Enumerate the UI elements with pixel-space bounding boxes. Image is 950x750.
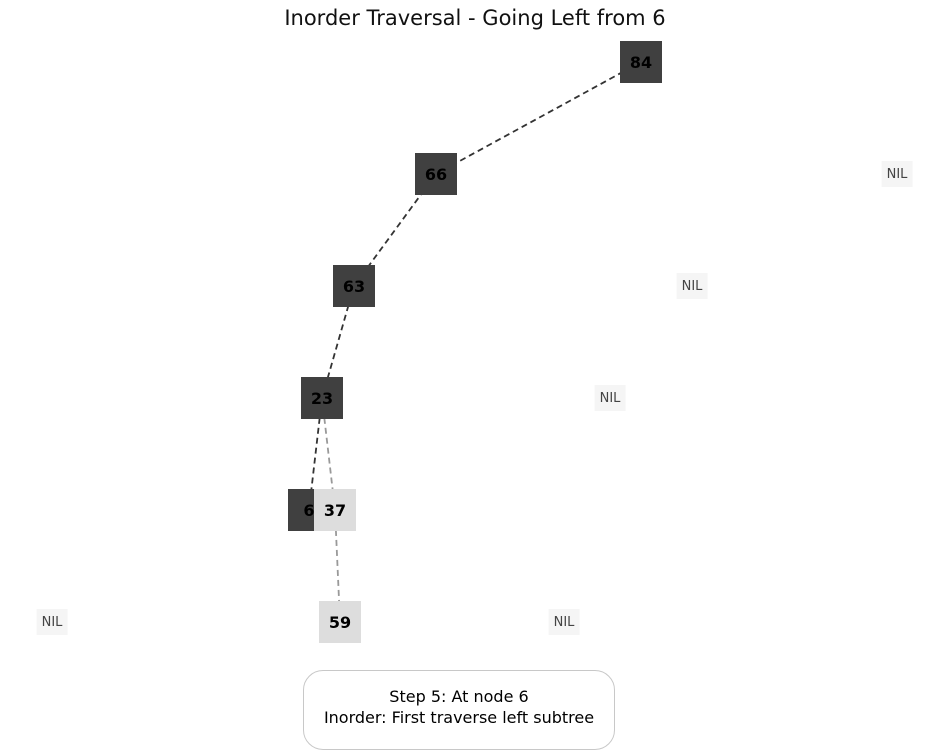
step-description-line: Inorder: First traverse left subtree [323, 708, 595, 727]
tree-node-59: 59 [319, 601, 361, 643]
step-status-box: Step 5: At node 6 Inorder: First travers… [303, 670, 615, 750]
nil-leaf: NIL [36, 609, 68, 635]
tree-node-66: 66 [415, 153, 457, 195]
tree-node-37: 37 [314, 489, 356, 531]
tree-node-84: 84 [620, 41, 662, 83]
tree-node-63: 63 [333, 265, 375, 307]
edge-84-66 [435, 61, 642, 175]
tree-node-23: 23 [301, 377, 343, 419]
diagram-title: Inorder Traversal - Going Left from 6 [284, 6, 666, 30]
nil-leaf: NIL [594, 385, 626, 411]
nil-leaf: NIL [881, 161, 913, 187]
nil-leaf: NIL [548, 609, 580, 635]
step-status-line: Step 5: At node 6 [389, 687, 529, 706]
nil-leaf: NIL [676, 273, 708, 299]
